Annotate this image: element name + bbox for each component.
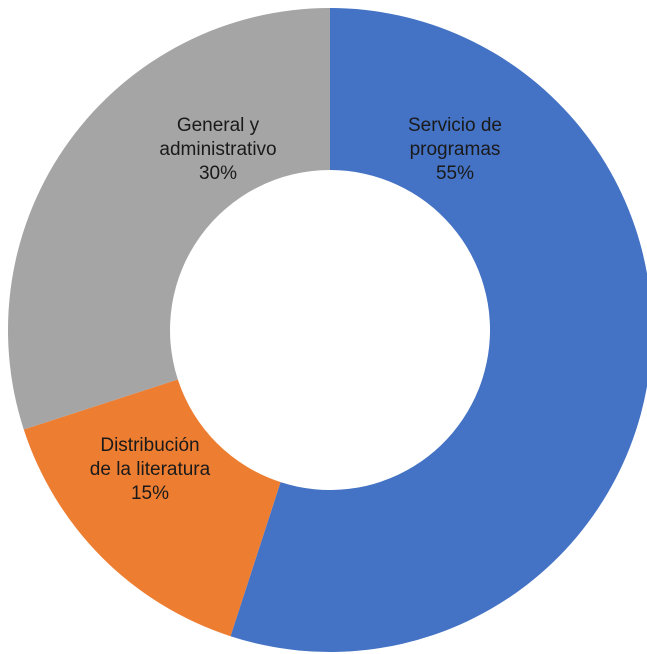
category-label: Servicio de programas: [408, 115, 502, 160]
value-label: 55%: [435, 163, 475, 184]
category-label: General y administrativo: [159, 115, 277, 160]
value-label: 15%: [130, 483, 170, 504]
donut-segment: [7, 8, 331, 430]
donut-segment: [230, 8, 647, 652]
segment-label: Servicio de programas 55%: [375, 114, 535, 186]
donut-segment: [23, 379, 281, 637]
segment-label: Distribución de la literatura 15%: [70, 434, 230, 506]
value-label: 30%: [198, 163, 238, 184]
segment-label: General y administrativo 30%: [138, 114, 298, 186]
category-label: Distribución de la literatura: [89, 435, 211, 480]
